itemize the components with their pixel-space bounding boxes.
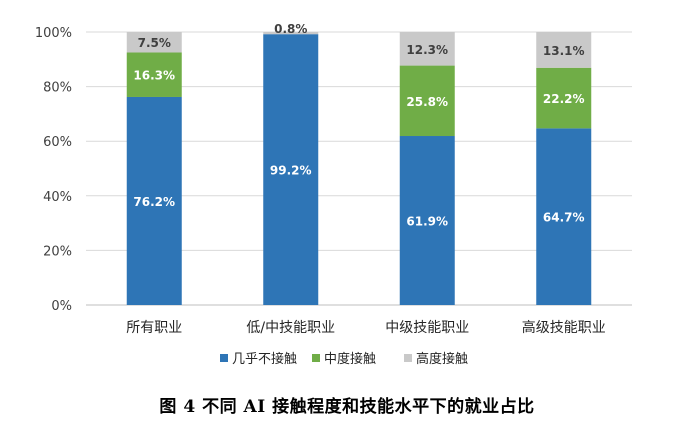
bar-segment-3 [536, 32, 592, 68]
x-axis-tick-labels: 所有职业 低/中技能职业 中级技能职业 高级技能职业 [126, 319, 606, 336]
data-label: 99.2% [270, 164, 312, 178]
bar-segment-2 [126, 52, 182, 97]
data-label: 25.8% [406, 95, 448, 109]
data-label: 0.8% [274, 22, 307, 36]
x-tick-label: 高级技能职业 [522, 319, 606, 336]
data-label: 12.3% [406, 43, 448, 57]
bar-segment-3 [263, 32, 319, 35]
legend-swatch [312, 354, 320, 362]
bar-segment-1 [399, 136, 455, 305]
bar-segment-1 [536, 128, 592, 305]
y-tick-label: 0% [51, 299, 72, 314]
data-label: 13.1% [543, 44, 585, 58]
bar-segment-2 [536, 67, 592, 129]
x-tick-label: 中级技能职业 [385, 320, 469, 336]
data-label: 22.2% [543, 92, 585, 106]
legend-swatch [404, 354, 412, 362]
data-label: 16.3% [133, 69, 175, 83]
legend: 几乎不接触 中度接触 高度接触 [220, 351, 468, 367]
data-label: 7.5% [138, 36, 171, 50]
y-axis-tick-labels: 0% 20% 40% 60% 80% 100% [35, 26, 72, 314]
bar-segment-1 [263, 34, 319, 306]
y-tick-label: 80% [43, 81, 72, 96]
x-tick-label: 低/中技能职业 [246, 320, 335, 336]
legend-label: 高度接触 [416, 351, 468, 367]
x-tick-label: 所有职业 [126, 320, 182, 336]
legend-swatch [220, 354, 228, 362]
bar-group [126, 32, 592, 306]
figure-caption: 图 4 不同 AI 接触程度和技能水平下的就业占比 [159, 397, 535, 417]
bar-segment-3 [399, 32, 455, 66]
legend-label: 中度接触 [324, 351, 376, 367]
y-tick-label: 40% [43, 190, 72, 205]
y-tick-label: 100% [35, 26, 72, 41]
y-tick-label: 60% [43, 135, 72, 150]
legend-label: 几乎不接触 [232, 351, 297, 367]
bar-segment-1 [126, 96, 182, 305]
bar-segment-2 [399, 65, 455, 137]
data-labels: 76.2% 16.3% 7.5% 99.2% 0.8% 61.9% 25.8% 12.3% 64… [133, 22, 584, 229]
stacked-bar-chart: 0% 20% 40% 60% 80% 100% 76.2% 16.3% 7.5% 99.2% 0.… [35, 22, 632, 367]
data-label: 76.2% [133, 195, 175, 209]
y-tick-label: 20% [43, 244, 72, 259]
data-label: 64.7% [543, 211, 585, 225]
data-label: 61.9% [406, 215, 448, 229]
bar-segment-3 [126, 32, 182, 53]
